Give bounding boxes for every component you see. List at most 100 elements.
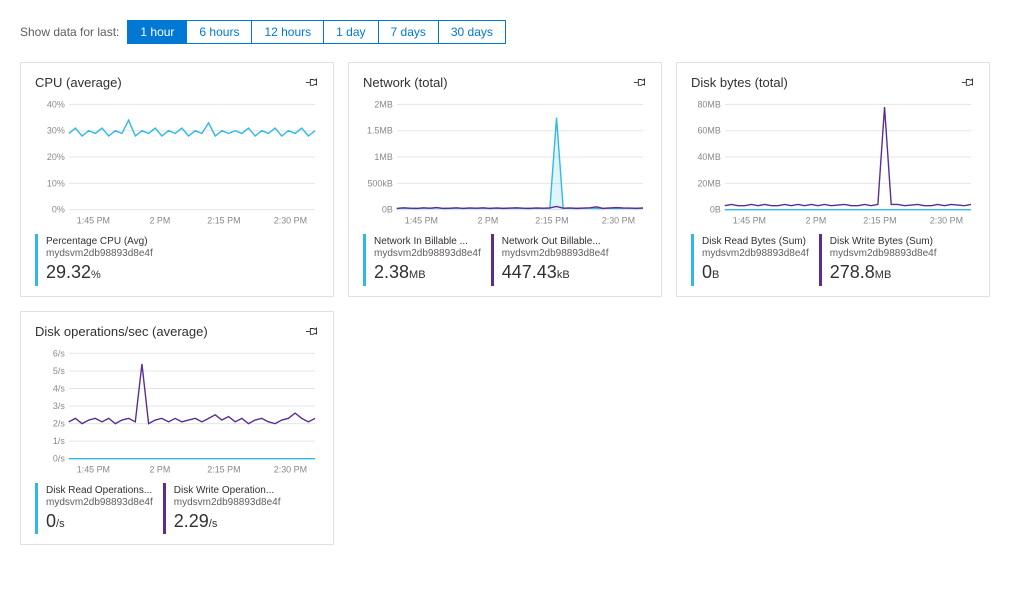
time-filter-30-days[interactable]: 30 days xyxy=(439,21,505,43)
chart-header: Disk operations/sec (average) xyxy=(35,324,319,339)
metric-label: Network Out Billable... xyxy=(502,236,609,248)
metric-block: Disk Write Bytes (Sum)mydsvm2db98893d8e4… xyxy=(819,234,947,286)
charts-grid: CPU (average) 40% 30% 20% 10% 0% 1:45 PM 2 PM 2:… xyxy=(20,62,990,545)
svg-text:40MB: 40MB xyxy=(697,152,720,162)
svg-text:6/s: 6/s xyxy=(53,348,65,358)
svg-text:2 PM: 2 PM xyxy=(477,216,498,226)
metric-subtitle: mydsvm2db98893d8e4f xyxy=(374,248,481,260)
svg-text:80MB: 80MB xyxy=(697,99,720,109)
metric-block: Disk Read Operations...mydsvm2db98893d8e… xyxy=(35,483,163,535)
svg-text:1/s: 1/s xyxy=(53,436,65,446)
svg-text:20MB: 20MB xyxy=(697,178,720,188)
chart-title: Disk bytes (total) xyxy=(691,75,788,90)
chart-card-0: CPU (average) 40% 30% 20% 10% 0% 1:45 PM 2 PM 2:… xyxy=(20,62,334,297)
time-filter-buttons: 1 hour6 hours12 hours1 day7 days30 days xyxy=(127,20,506,44)
metric-block: Network In Billable ...mydsvm2db98893d8e… xyxy=(363,234,491,286)
metric-value: 2.29/s xyxy=(174,511,281,533)
svg-text:500kB: 500kB xyxy=(367,178,392,188)
chart-plot: 2MB 1.5MB 1MB 500kB 0B 1:45 PM 2 PM 2:15 PM 2:30… xyxy=(363,98,647,228)
chart-plot: 6/s 5/s 4/s 3/s 2/s 1/s 0/s 1:45 PM 2 PM 2:15 PM 2… xyxy=(35,347,319,477)
time-filter-7-days[interactable]: 7 days xyxy=(379,21,439,43)
svg-text:2 PM: 2 PM xyxy=(805,216,826,226)
metrics-row: Disk Read Bytes (Sum)mydsvm2db98893d8e4f… xyxy=(691,234,975,286)
svg-text:1:45 PM: 1:45 PM xyxy=(77,216,110,226)
metric-block: Percentage CPU (Avg)mydsvm2db98893d8e4f 2… xyxy=(35,234,163,286)
pin-icon[interactable] xyxy=(305,324,319,338)
pin-icon[interactable] xyxy=(633,75,647,89)
svg-text:0%: 0% xyxy=(52,205,65,215)
time-filter-label: Show data for last: xyxy=(20,25,119,39)
pin-icon[interactable] xyxy=(305,75,319,89)
chart-title: Disk operations/sec (average) xyxy=(35,324,208,339)
svg-text:1.5MB: 1.5MB xyxy=(367,126,393,136)
chart-header: Disk bytes (total) xyxy=(691,75,975,90)
svg-text:40%: 40% xyxy=(47,99,65,109)
svg-text:2:30 PM: 2:30 PM xyxy=(930,216,963,226)
metric-subtitle: mydsvm2db98893d8e4f xyxy=(46,497,153,509)
svg-text:4/s: 4/s xyxy=(53,383,65,393)
metric-block: Disk Write Operation...mydsvm2db98893d8e… xyxy=(163,483,291,535)
svg-text:1MB: 1MB xyxy=(374,152,392,162)
svg-text:2 PM: 2 PM xyxy=(149,464,170,474)
svg-text:0/s: 0/s xyxy=(53,453,65,463)
chart-card-3: Disk operations/sec (average) 6/s 5/s 4/s 3/… xyxy=(20,311,334,546)
metric-subtitle: mydsvm2db98893d8e4f xyxy=(502,248,609,260)
metric-label: Disk Write Operation... xyxy=(174,485,281,497)
metrics-row: Percentage CPU (Avg)mydsvm2db98893d8e4f 2… xyxy=(35,234,319,286)
svg-text:2:15 PM: 2:15 PM xyxy=(863,216,896,226)
svg-text:2/s: 2/s xyxy=(53,418,65,428)
svg-text:2:30 PM: 2:30 PM xyxy=(274,464,307,474)
svg-text:60MB: 60MB xyxy=(697,126,720,136)
svg-text:1:45 PM: 1:45 PM xyxy=(405,216,438,226)
metric-subtitle: mydsvm2db98893d8e4f xyxy=(830,248,937,260)
metric-value: 0/s xyxy=(46,511,153,533)
metric-label: Disk Read Bytes (Sum) xyxy=(702,236,809,248)
chart-plot: 80MB 60MB 40MB 20MB 0B 1:45 PM 2 PM 2:15 PM 2:30… xyxy=(691,98,975,228)
metrics-row: Disk Read Operations...mydsvm2db98893d8e… xyxy=(35,483,319,535)
metric-label: Percentage CPU (Avg) xyxy=(46,236,153,248)
chart-header: Network (total) xyxy=(363,75,647,90)
chart-card-2: Disk bytes (total) 80MB 60MB 40MB 20MB 0B 1:45… xyxy=(676,62,990,297)
svg-text:3/s: 3/s xyxy=(53,401,65,411)
chart-card-1: Network (total) 2MB 1.5MB 1MB 500kB 0B 1:45 PM… xyxy=(348,62,662,297)
svg-text:0B: 0B xyxy=(710,205,721,215)
svg-text:10%: 10% xyxy=(47,178,65,188)
time-filter-bar: Show data for last: 1 hour6 hours12 hour… xyxy=(20,20,990,44)
metric-block: Disk Read Bytes (Sum)mydsvm2db98893d8e4f… xyxy=(691,234,819,286)
metric-value: 447.43kB xyxy=(502,262,609,284)
svg-text:0B: 0B xyxy=(382,205,393,215)
chart-plot: 40% 30% 20% 10% 0% 1:45 PM 2 PM 2:15 PM 2:30 PM xyxy=(35,98,319,228)
metric-label: Network In Billable ... xyxy=(374,236,481,248)
svg-text:2 PM: 2 PM xyxy=(149,216,170,226)
svg-text:2:15 PM: 2:15 PM xyxy=(207,464,240,474)
metrics-row: Network In Billable ...mydsvm2db98893d8e… xyxy=(363,234,647,286)
svg-text:2:30 PM: 2:30 PM xyxy=(602,216,635,226)
svg-text:2:15 PM: 2:15 PM xyxy=(207,216,240,226)
time-filter-1-hour[interactable]: 1 hour xyxy=(128,21,187,43)
time-filter-12-hours[interactable]: 12 hours xyxy=(252,21,324,43)
metric-value: 29.32% xyxy=(46,262,153,284)
metric-value: 0B xyxy=(702,262,809,284)
time-filter-6-hours[interactable]: 6 hours xyxy=(187,21,252,43)
svg-text:30%: 30% xyxy=(47,126,65,136)
svg-text:2MB: 2MB xyxy=(374,99,392,109)
metric-value: 2.38MB xyxy=(374,262,481,284)
chart-title: Network (total) xyxy=(363,75,448,90)
time-filter-1-day[interactable]: 1 day xyxy=(324,21,378,43)
metric-value: 278.8MB xyxy=(830,262,937,284)
svg-text:5/s: 5/s xyxy=(53,366,65,376)
svg-text:1:45 PM: 1:45 PM xyxy=(77,464,110,474)
metric-label: Disk Read Operations... xyxy=(46,485,153,497)
metric-block: Network Out Billable...mydsvm2db98893d8e… xyxy=(491,234,619,286)
svg-text:1:45 PM: 1:45 PM xyxy=(733,216,766,226)
svg-text:2:30 PM: 2:30 PM xyxy=(274,216,307,226)
chart-header: CPU (average) xyxy=(35,75,319,90)
svg-text:2:15 PM: 2:15 PM xyxy=(535,216,568,226)
svg-text:20%: 20% xyxy=(47,152,65,162)
metric-subtitle: mydsvm2db98893d8e4f xyxy=(702,248,809,260)
metric-label: Disk Write Bytes (Sum) xyxy=(830,236,937,248)
pin-icon[interactable] xyxy=(961,75,975,89)
metric-subtitle: mydsvm2db98893d8e4f xyxy=(174,497,281,509)
metric-subtitle: mydsvm2db98893d8e4f xyxy=(46,248,153,260)
chart-title: CPU (average) xyxy=(35,75,122,90)
